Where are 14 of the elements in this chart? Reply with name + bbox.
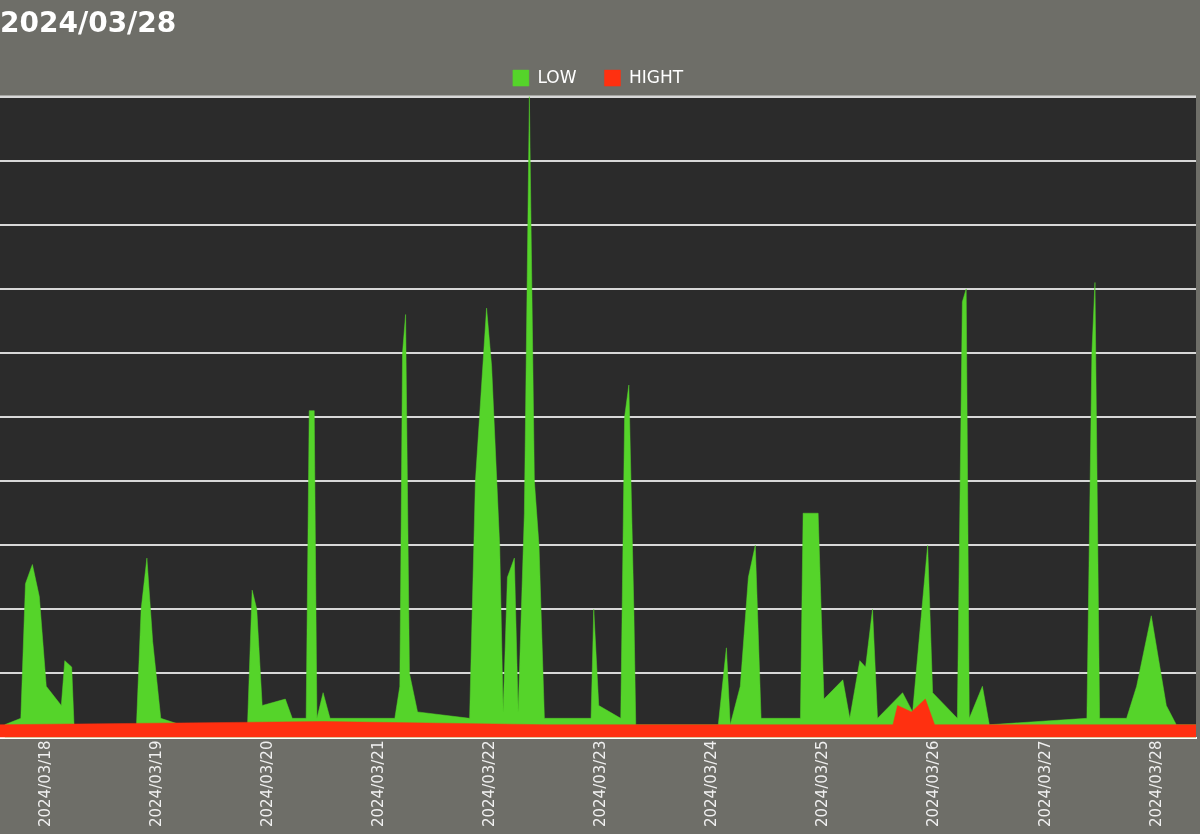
- x-tick-label: 2024/03/23: [591, 740, 610, 828]
- chart-title: 2024/03/28: [0, 6, 177, 40]
- x-tick-label: 2024/03/22: [480, 740, 499, 828]
- x-tick-label: 2024/03/25: [813, 740, 832, 828]
- legend-label: HIGHT: [628, 66, 684, 87]
- legend-label: LOW: [537, 66, 577, 87]
- x-tick-label: 2024/03/24: [702, 740, 721, 828]
- x-tick-label: 2024/03/18: [36, 740, 55, 828]
- x-tick-label: 2024/03/28: [1146, 740, 1165, 828]
- x-tick-label: 2024/03/26: [924, 740, 943, 828]
- x-tick-label: 2024/03/21: [369, 740, 388, 828]
- x-tick-label: 2024/03/27: [1035, 740, 1054, 828]
- x-tick-label: 2024/03/19: [147, 740, 166, 828]
- x-tick-label: 2024/03/20: [258, 740, 277, 828]
